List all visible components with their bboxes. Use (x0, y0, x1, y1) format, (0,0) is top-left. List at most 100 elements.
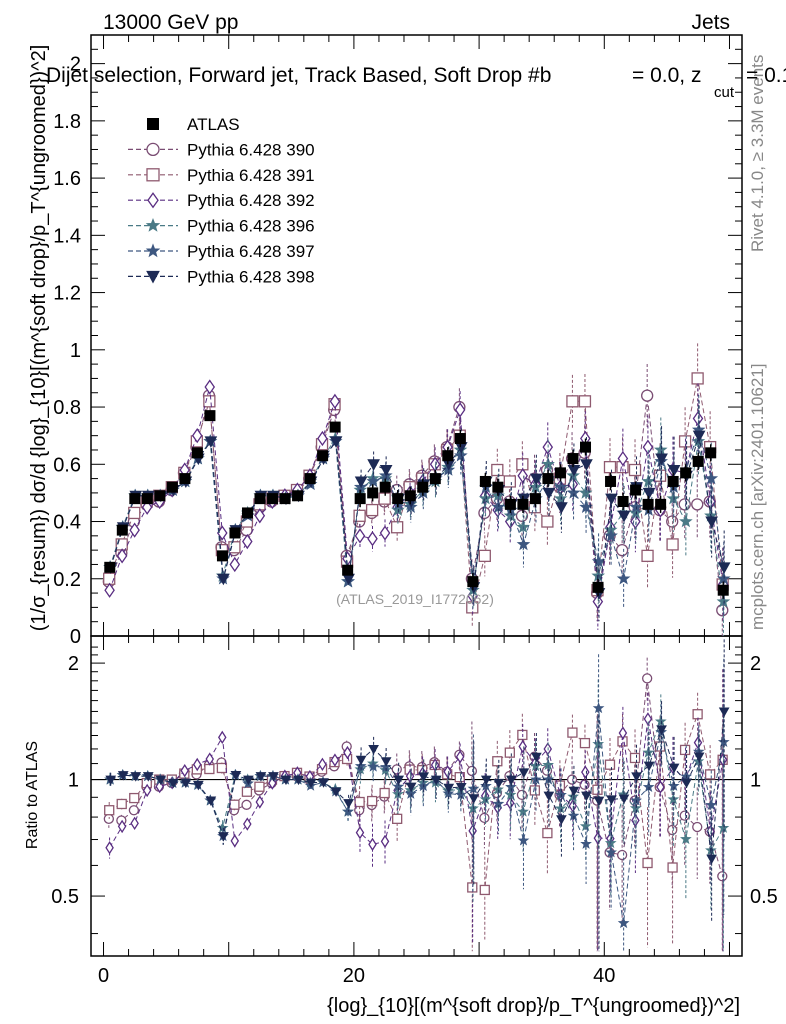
series-point (615, 543, 629, 557)
series-ratio-point (293, 775, 304, 786)
series-ratio-point (718, 707, 730, 717)
series-point (379, 525, 391, 541)
legend: ATLAS Pythia 6.428 390 Pythia 6.428 391 Pyt… (128, 115, 315, 286)
atlas-point (492, 481, 504, 493)
legend-marker (145, 243, 161, 258)
title-end: = 0.1 (746, 64, 786, 87)
series-ratio-point (593, 796, 605, 807)
series-ratio-point (180, 778, 192, 789)
legend-marker-atlas (147, 118, 159, 130)
series-point (203, 395, 216, 408)
atlas-point (354, 493, 366, 505)
series-point (354, 528, 366, 544)
series-point (129, 522, 140, 538)
series-ratio-point (579, 737, 591, 749)
series-point (541, 515, 554, 528)
series-point (603, 460, 617, 474)
series-ratio-point (391, 764, 402, 775)
series-ratio-line (110, 708, 725, 924)
series-ratio-point (241, 786, 253, 797)
atlas-point (680, 467, 692, 479)
title-main: Dijet selection, Forward jet, Track Base… (46, 64, 551, 87)
series-ratio-point (330, 787, 342, 798)
series-ratio-point (430, 775, 442, 786)
series-point (642, 439, 654, 455)
series-point (228, 541, 241, 554)
series-ratio-point (704, 769, 716, 780)
atlas-point (104, 561, 116, 573)
series-ratio-point (568, 786, 580, 797)
series-ratio-point (343, 799, 354, 809)
atlas-point (717, 584, 729, 596)
atlas-point (567, 453, 579, 465)
atlas-point (479, 475, 491, 487)
series-ratio-point (368, 837, 377, 852)
series-ratio-point (618, 726, 628, 740)
atlas-point (292, 490, 304, 502)
series-ratio-point (393, 775, 405, 786)
series-ratio-point (706, 854, 717, 865)
series-point (116, 548, 128, 564)
atlas-point (154, 490, 166, 502)
atlas-point (254, 493, 266, 505)
series-ratio-point (617, 917, 630, 929)
series-ratio-point (268, 772, 279, 782)
series-point (617, 450, 629, 467)
y-tick-label: 1 (70, 340, 81, 362)
series-point (217, 573, 230, 586)
series-point (391, 521, 404, 534)
series-point (478, 549, 491, 563)
series-point (578, 395, 592, 408)
series-point (567, 465, 581, 477)
header: 13000 GeV pp Jets (103, 11, 730, 34)
series-point (229, 556, 241, 573)
series-point (554, 480, 568, 493)
ratio-y-tick-label: 2 (68, 653, 79, 675)
atlas-point (392, 493, 404, 505)
series-ratio-point (355, 825, 365, 840)
series-ratio-point (631, 772, 642, 782)
series-ratio-point (492, 756, 503, 767)
atlas-point (267, 493, 279, 505)
series-ratio-point (605, 846, 617, 858)
series-ratio-point (643, 761, 655, 772)
atlas-point (655, 498, 667, 510)
atlas-point (580, 441, 592, 453)
series-point (204, 379, 216, 395)
series-point (366, 474, 381, 488)
series-ratio-point (679, 810, 690, 821)
series-point (204, 436, 218, 448)
series-point (653, 469, 667, 482)
series-ratio-point (130, 816, 139, 831)
series-ratio-point (693, 752, 705, 762)
series-ratio-point (468, 794, 480, 804)
series-point (454, 402, 466, 418)
atlas-point (241, 507, 253, 519)
y-tick-label: 1.2 (53, 283, 81, 305)
series-ratio-point (543, 791, 555, 802)
series-ratio-point (105, 775, 117, 786)
series-ratio-point (379, 787, 390, 799)
series-point (604, 528, 618, 542)
series-ratio-point (117, 771, 129, 781)
series-ratio-point (318, 757, 327, 772)
series-ratio-point (517, 834, 530, 846)
series-point (128, 506, 141, 520)
series-ratio-point (142, 772, 154, 782)
series-ratio-point (255, 795, 265, 809)
atlas-point (454, 433, 466, 445)
atlas-point (705, 447, 717, 459)
series-ratio-point (130, 772, 142, 782)
series-point (566, 395, 579, 408)
atlas-point (529, 493, 541, 505)
series-point (530, 473, 543, 486)
atlas-point (404, 490, 416, 502)
series-ratio-point (241, 799, 252, 810)
legend-label: Pythia 6.428 398 (187, 267, 315, 286)
series-ratio-point (593, 831, 603, 845)
series-point (516, 537, 531, 551)
atlas-point (542, 473, 554, 485)
atlas-point (367, 487, 379, 499)
series-ratio-point (466, 765, 478, 777)
legend-label-atlas: ATLAS (187, 115, 240, 134)
